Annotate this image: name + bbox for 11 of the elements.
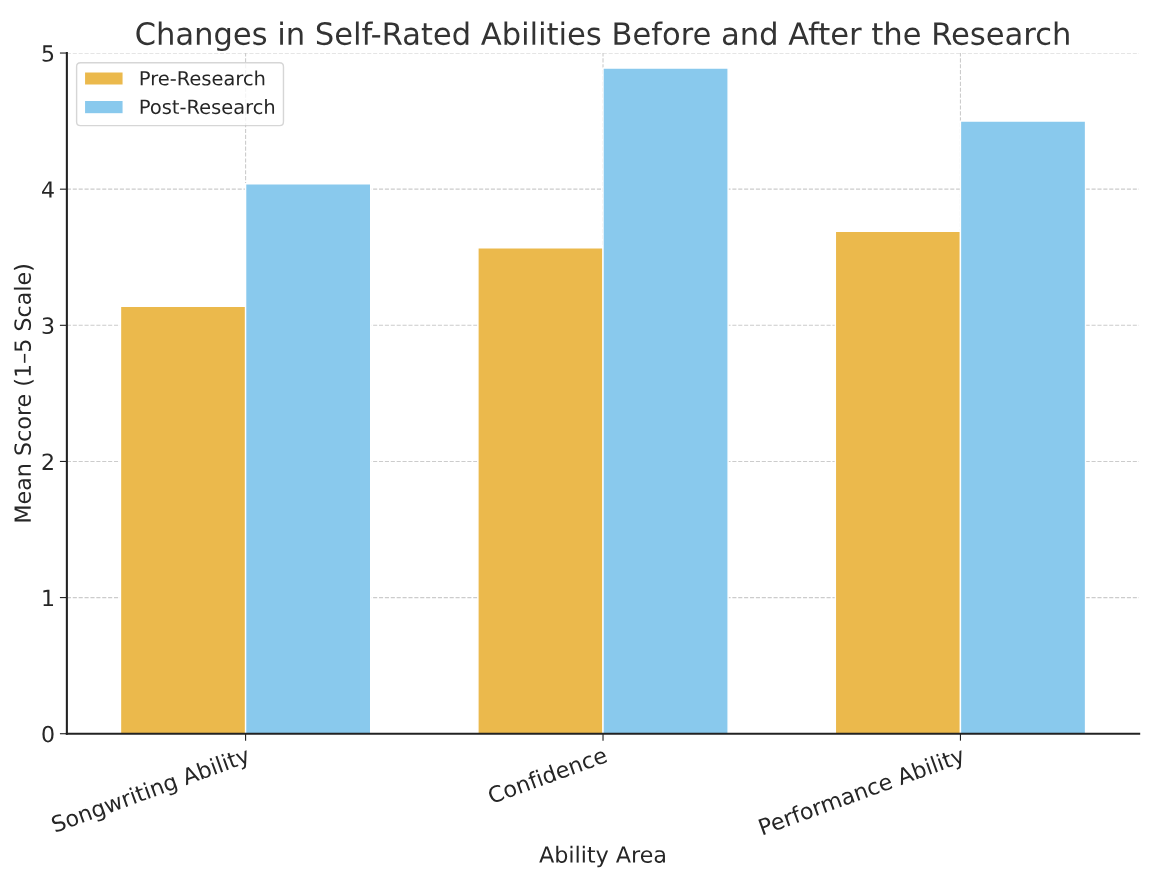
y-tick-label: 2	[42, 453, 53, 470]
y-axis-title: Mean Score (1–5 Scale)	[13, 265, 34, 522]
legend-label: Pre-Research	[140, 70, 265, 86]
y-tick-label: 3	[42, 317, 54, 335]
y-tick-label: 5	[42, 45, 54, 62]
chart-title: Changes in Self-Rated Abilities Before and After the Research	[136, 21, 1069, 52]
x-axis-title: Ability Area	[539, 845, 665, 868]
y-tick-label: 1	[43, 589, 54, 607]
y-tick-label: 0	[42, 725, 54, 743]
legend-label: Post-Research	[140, 99, 275, 115]
y-tick-label: 4	[42, 181, 54, 198]
